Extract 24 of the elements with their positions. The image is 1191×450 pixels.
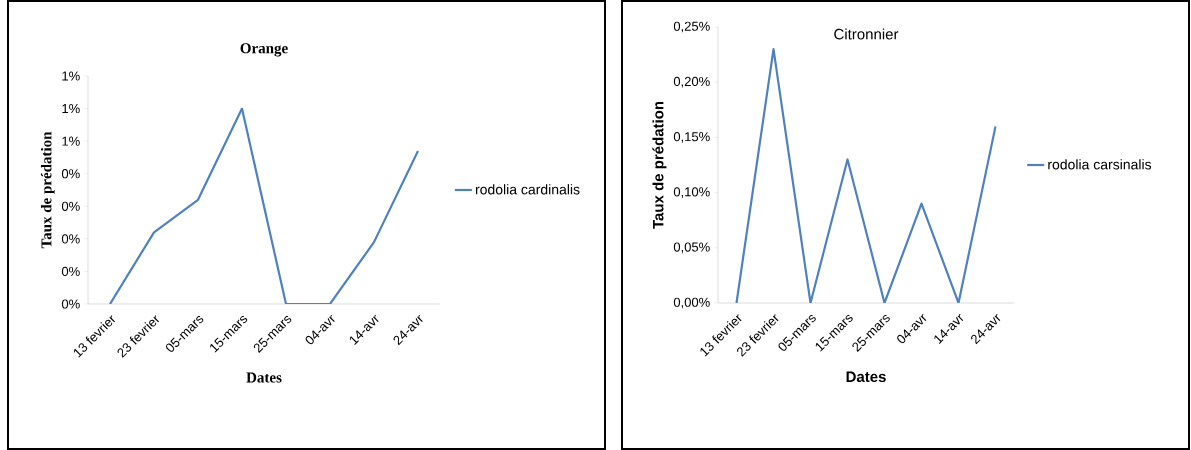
line-series bbox=[735, 47, 997, 303]
y-tick-label: 0,25% bbox=[673, 21, 710, 33]
y-axis-title: Taux de prédation bbox=[40, 131, 55, 249]
y-tick-label: 0% bbox=[61, 299, 80, 309]
y-tick-label: 0,20% bbox=[673, 76, 710, 88]
line-series bbox=[108, 107, 420, 304]
legend-label: rodolia carsinalis bbox=[1048, 159, 1152, 170]
y-tick-label: 0% bbox=[61, 169, 80, 179]
legend-label: rodolia cardinalis bbox=[475, 184, 580, 195]
chart-title: Orange bbox=[240, 43, 288, 57]
chart-title: Citronnier bbox=[834, 28, 899, 40]
y-tick-label: 0,05% bbox=[673, 242, 710, 254]
y-tick-label: 0,10% bbox=[673, 187, 710, 198]
y-tick-label: 0,15% bbox=[673, 132, 710, 143]
y-tick-label: 1% bbox=[62, 104, 80, 114]
y-tick-label: 0% bbox=[61, 201, 80, 211]
y-tick-label: 0% bbox=[61, 266, 80, 277]
y-tick-label: 0% bbox=[61, 234, 80, 244]
y-tick-label: 0,00% bbox=[673, 297, 710, 309]
y-tick-label: 1% bbox=[62, 136, 80, 146]
y-tick-label: 1% bbox=[62, 71, 80, 81]
y-axis-title: Taux de prédation bbox=[652, 101, 667, 229]
x-axis-title: Dates bbox=[846, 371, 886, 383]
x-axis-title: Dates bbox=[246, 372, 282, 383]
